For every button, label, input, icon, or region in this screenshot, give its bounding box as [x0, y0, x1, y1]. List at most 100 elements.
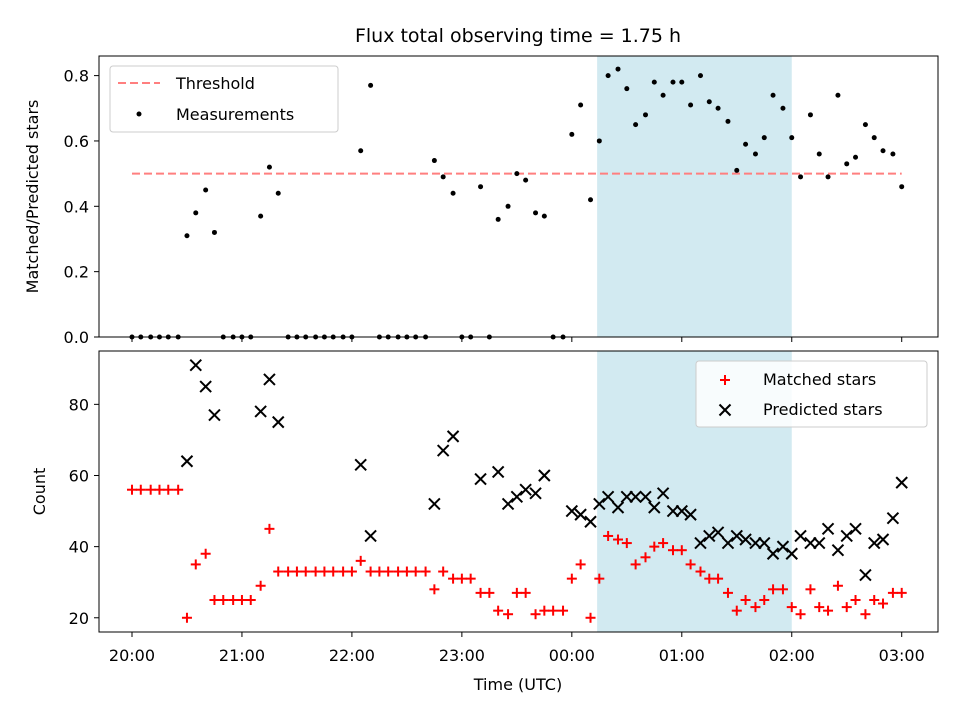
measurement-point: [807, 112, 813, 118]
measurement-point: [203, 187, 209, 193]
matched-point: [438, 566, 449, 577]
measurement-point: [578, 102, 584, 108]
measurement-point: [431, 158, 437, 164]
predicted-point: [180, 455, 194, 468]
predicted-stars-series: [180, 359, 908, 582]
measurement-point: [816, 151, 822, 157]
matched-point: [228, 594, 239, 605]
predicted-point: [208, 408, 221, 422]
x-tick-label: 00:00: [549, 646, 595, 665]
matched-point: [676, 545, 687, 556]
predicted-point: [354, 458, 367, 472]
predicted-point: [766, 547, 780, 560]
matched-point: [841, 602, 852, 613]
measurement-point: [844, 161, 850, 167]
matched-point: [685, 559, 696, 570]
matched-point: [805, 584, 816, 595]
predicted-point: [758, 536, 771, 550]
predicted-point: [529, 487, 542, 500]
matched-stars-series: [126, 484, 907, 623]
predicted-point: [593, 497, 606, 511]
predicted-point: [364, 529, 377, 543]
measurement-point: [871, 135, 877, 141]
matched-point: [255, 580, 266, 591]
y-tick-label: 0.6: [64, 132, 89, 151]
measurement-point: [752, 151, 758, 157]
x-tick-label: 20:00: [109, 646, 155, 665]
matched-point: [667, 545, 678, 556]
legend-matched-swatch: [720, 375, 730, 385]
measurement-point: [533, 210, 539, 216]
legend-plus-marker: [720, 375, 730, 385]
matched-point: [704, 573, 715, 584]
measurement-point: [358, 148, 364, 154]
matched-point: [264, 523, 275, 534]
predicted-point: [895, 476, 908, 489]
measurement-point: [184, 233, 190, 239]
x-tick-label: 01:00: [659, 646, 705, 665]
measurement-point: [770, 92, 776, 98]
measurement-point: [505, 203, 511, 209]
y-tick-label: 80: [69, 395, 89, 414]
measurement-point: [798, 174, 804, 180]
matched-point: [520, 587, 531, 598]
matched-point: [558, 605, 569, 616]
measurement-point: [541, 213, 547, 219]
bottom-legend-box: [695, 360, 928, 428]
predicted-point: [199, 380, 212, 393]
matched-point: [511, 587, 522, 598]
measurement-point: [780, 105, 786, 111]
predicted-point: [189, 359, 202, 372]
matched-point: [190, 559, 201, 570]
matched-point: [383, 566, 394, 577]
matched-point: [456, 573, 467, 584]
predicted-point: [574, 508, 587, 521]
matched-point: [173, 484, 184, 495]
predicted-point: [876, 533, 890, 546]
predicted-point: [666, 504, 680, 518]
bottom-legend: Matched stars Predicted stars: [695, 360, 928, 428]
predicted-point: [813, 536, 826, 550]
predicted-point: [629, 490, 642, 504]
predicted-point: [272, 415, 285, 429]
y-tick-label: 20: [69, 609, 89, 628]
predicted-point: [804, 536, 817, 550]
predicted-point: [821, 522, 835, 536]
matched-point: [374, 566, 385, 577]
matched-point: [658, 538, 669, 549]
measurement-point: [643, 112, 649, 118]
predicted-point: [656, 487, 670, 500]
matched-point: [410, 566, 421, 577]
y-tick-label: 0.0: [64, 328, 89, 347]
matched-point: [795, 609, 806, 620]
matched-point: [484, 587, 495, 598]
matched-point: [869, 594, 880, 605]
measurement-point: [514, 171, 520, 177]
measurement-point: [275, 190, 281, 196]
matched-point: [154, 484, 165, 495]
predicted-point: [254, 405, 267, 418]
measurement-point: [569, 131, 575, 137]
matched-point: [740, 594, 751, 605]
matched-point: [539, 605, 550, 616]
x-tick-label: 23:00: [439, 646, 485, 665]
predicted-point: [749, 536, 762, 550]
matched-point: [273, 566, 284, 577]
measurement-point: [890, 151, 896, 157]
predicted-point: [886, 511, 900, 525]
matched-point: [530, 609, 541, 620]
predicted-point: [639, 490, 652, 504]
legend-x-marker: [718, 403, 732, 417]
matched-point: [300, 566, 311, 577]
matched-point: [603, 530, 614, 541]
predicted-point: [648, 501, 661, 514]
matched-point: [236, 594, 247, 605]
predicted-point: [684, 508, 697, 521]
matched-point: [245, 594, 256, 605]
predicted-point: [730, 529, 743, 543]
matched-point: [613, 534, 624, 545]
measurement-point: [706, 99, 712, 105]
bottom-panel: 20:00 21:00 22:00 23:00 00:00 01:00 02:00 03:00…: [30, 350, 939, 665]
predicted-point: [436, 444, 450, 457]
